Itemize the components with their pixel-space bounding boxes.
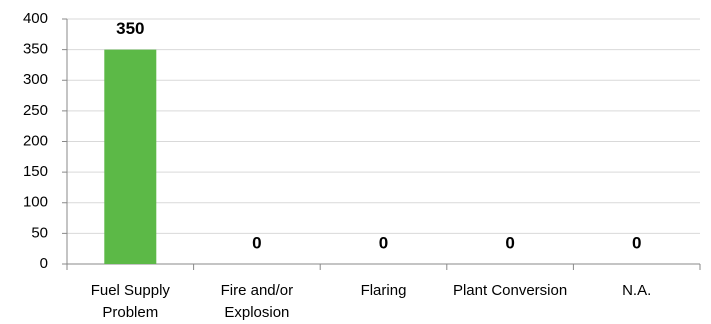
y-tick-label: 350	[23, 41, 48, 58]
x-tick-label: N.A.	[622, 282, 652, 299]
y-tick-label: 400	[23, 10, 48, 27]
y-tick-label: 50	[31, 224, 48, 241]
y-tick-label: 300	[23, 71, 48, 88]
data-label: 0	[379, 233, 388, 252]
x-tick-label: Fuel Supply Problem	[90, 282, 170, 321]
y-tick-label: 250	[23, 102, 48, 119]
x-tick-label: Plant Conversion	[452, 282, 568, 299]
data-label: 0	[505, 233, 514, 252]
x-tick-label: Flaring	[360, 282, 407, 299]
data-label: 0	[632, 233, 641, 252]
x-tick-label: Fire and/or Explosion	[220, 282, 294, 321]
bar	[104, 49, 157, 264]
data-label: 0	[252, 233, 261, 252]
y-tick-label: 150	[23, 163, 48, 180]
data-label: 350	[116, 19, 144, 38]
y-tick-label: 200	[23, 132, 48, 149]
y-tick-label: 0	[40, 255, 48, 272]
y-tick-label: 100	[23, 194, 48, 211]
